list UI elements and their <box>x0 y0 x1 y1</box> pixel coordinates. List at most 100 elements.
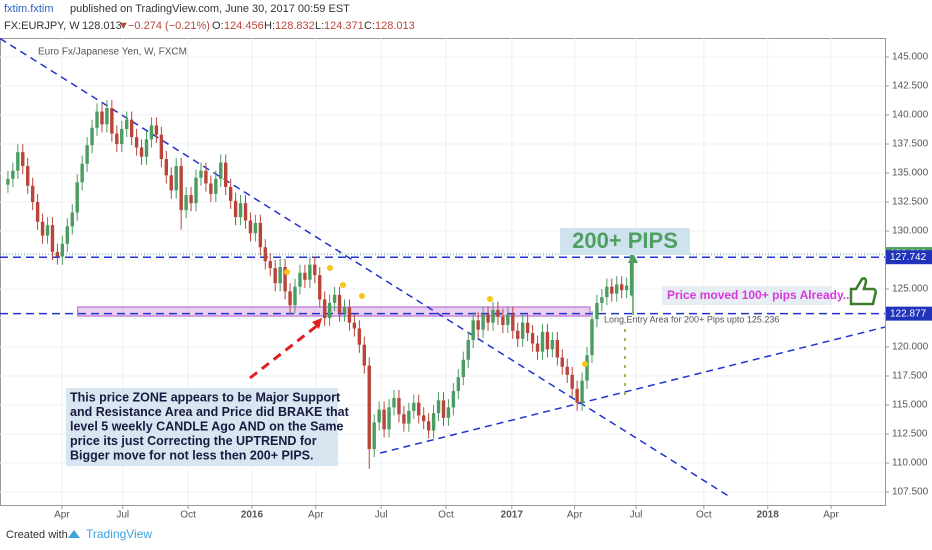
candle-body <box>397 398 401 415</box>
candle-body <box>615 284 619 294</box>
candle-body <box>605 286 609 298</box>
x-tick-label: 2016 <box>241 510 264 521</box>
y-tick-label: 130.000 <box>892 226 929 237</box>
candle-body <box>308 264 312 280</box>
candle-body <box>26 166 30 186</box>
candle-body <box>268 261 272 269</box>
change: −0.274 (−0.21%) <box>128 20 210 32</box>
red-arrow <box>249 323 319 380</box>
candle-body <box>144 139 149 157</box>
footer-brand[interactable]: TradingView <box>86 527 152 541</box>
candle-body <box>441 400 446 418</box>
candle-body <box>80 163 84 183</box>
candle-body <box>476 320 480 330</box>
candle-body <box>115 133 119 145</box>
h-label: H: <box>264 20 275 32</box>
candle-body <box>322 299 327 319</box>
dot <box>487 296 493 302</box>
candle-body <box>228 186 233 201</box>
candle-body <box>352 322 357 329</box>
candle-body <box>85 145 89 164</box>
candle-body <box>125 119 129 129</box>
candle-body <box>120 128 124 145</box>
candle-body <box>565 366 569 375</box>
candle-body <box>377 409 381 423</box>
candle-body <box>11 170 15 179</box>
candle-body <box>263 247 268 262</box>
y-tick-label: 137.500 <box>892 139 929 150</box>
candle-body <box>179 166 183 211</box>
candle-body <box>619 284 624 291</box>
y-tick-label: 107.500 <box>892 487 929 498</box>
candle-body <box>332 294 337 303</box>
candle-body <box>560 357 564 367</box>
candle-body <box>506 314 510 325</box>
candle-body <box>491 309 495 323</box>
candle-body <box>30 185 35 203</box>
candle-body <box>550 340 555 350</box>
y-tick-label: 117.500 <box>892 371 928 382</box>
candle-body <box>347 307 352 323</box>
x-tick-label: Apr <box>308 510 324 521</box>
note: This price ZONE appears to be Major Supp… <box>70 390 350 462</box>
y-tick-label: 115.000 <box>892 400 928 411</box>
candle-body <box>288 291 292 306</box>
candle-body <box>481 314 485 330</box>
zone <box>77 306 591 317</box>
candle-body <box>65 226 70 244</box>
candle-body <box>139 147 144 157</box>
candle-body <box>372 422 376 450</box>
candle-body <box>149 125 154 140</box>
candle-body <box>90 127 94 146</box>
candle-body <box>105 108 109 125</box>
y-tick-label: 140.000 <box>892 110 929 121</box>
x-tick-label: Apr <box>54 510 70 521</box>
candle-body <box>278 266 282 284</box>
x-tick-label: Oct <box>696 510 712 521</box>
candle-body <box>184 195 188 211</box>
candle-body <box>456 377 461 392</box>
note-line: level 5 weekly CANDLE Ago AND on the Sam… <box>70 419 343 433</box>
candle-body <box>258 222 263 248</box>
candle-body <box>75 182 79 213</box>
y-tick-label: 112.500 <box>892 429 928 440</box>
candle-body <box>214 178 218 194</box>
c-label: C: <box>364 20 375 32</box>
y-tick-label: 132.500 <box>892 197 929 208</box>
candle-body <box>629 254 634 296</box>
open: 124.456 <box>224 20 264 32</box>
candle-body <box>461 359 465 378</box>
candle-body <box>303 272 307 280</box>
candle-body <box>545 331 550 350</box>
x-tick-label: Jul <box>375 510 388 521</box>
candle-body <box>421 415 426 422</box>
x-tick-label: 2017 <box>501 510 524 521</box>
moved-box <box>662 286 832 305</box>
x-tick-label: Apr <box>823 510 839 521</box>
candle-body <box>60 243 65 257</box>
candle-body <box>431 413 436 431</box>
candle-body <box>194 177 198 204</box>
dot <box>582 361 588 367</box>
moved-note: Price moved 100+ pips Already.. <box>667 288 849 302</box>
candle-body <box>520 322 525 339</box>
candle-body <box>342 307 347 314</box>
high: 128.832 <box>275 20 315 32</box>
y-tick-label: 142.500 <box>892 81 929 92</box>
author[interactable]: fxtim.fxtim <box>4 3 54 15</box>
candle-body <box>154 125 159 135</box>
candle-body <box>595 302 599 320</box>
y-tick-label: 135.000 <box>892 168 929 179</box>
price-badge <box>886 306 932 321</box>
x-tick-label: Jul <box>630 510 643 521</box>
dot <box>284 269 290 275</box>
candle-body <box>585 355 589 381</box>
candle-body <box>516 330 520 339</box>
subtitle: Euro Fx/Japanese Yen, W, FXCM <box>38 47 187 58</box>
candle-body <box>624 285 629 291</box>
low: 124.371 <box>324 20 364 32</box>
l-label: L: <box>315 20 324 32</box>
candle-body <box>392 398 396 408</box>
